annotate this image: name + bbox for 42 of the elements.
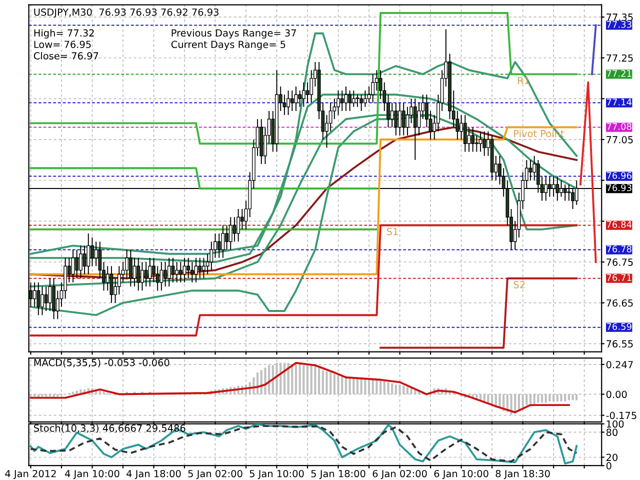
y-tick-label: 0.247 [606, 360, 633, 368]
x-tick-label: 5 Jan 02:00 [188, 470, 242, 480]
y-tick-label: 76.65 [606, 299, 633, 307]
annotation: Low= 76.95 [34, 40, 91, 48]
y-tick-label: 77.05 [606, 136, 633, 144]
x-tick-label: 6 Jan 10:00 [434, 470, 488, 480]
x-tick-label: 4 Jan 10:00 [65, 470, 120, 480]
x-tick-label: 8 Jan 18:30 [496, 470, 550, 480]
y-tick-label: 0.00 [606, 390, 627, 398]
ref-line-label: 76.84 [606, 221, 632, 228]
y-tick-label: 77.25 [606, 54, 633, 62]
y-tick-label: 77.35 [606, 14, 633, 21]
ref-line-label: 77.33 [606, 21, 632, 28]
chart-title: Stoch(10,3,3) 46,6667 29.5486 [34, 424, 186, 433]
ref-line-label: 76.93 [606, 184, 632, 192]
x-tick-label: 5 Jan 18:00 [311, 470, 366, 480]
annotation: Current Days Range= 5 [171, 40, 286, 50]
ref-line-label: 76.96 [606, 172, 632, 179]
y-tick-label: 0 [606, 462, 612, 470]
annotation: High= 77.32 [34, 29, 94, 38]
ref-line-label: 77.21 [606, 70, 632, 77]
y-tick-label: 100 [606, 420, 624, 428]
ref-line-label: 76.59 [606, 323, 632, 330]
x-tick-label: 6 Jan 02:00 [372, 470, 427, 480]
y-tick-label: 76.75 [606, 258, 633, 266]
series-label: S1 [386, 228, 398, 236]
chart-title: MACD(5,35,5) -0.053 -0.060 [34, 358, 170, 368]
ref-line-label: 77.08 [606, 123, 632, 130]
ref-line-label: 76.71 [606, 274, 632, 281]
y-tick-label: 76.55 [606, 340, 633, 348]
ref-line-label: 76.78 [606, 246, 632, 252]
y-tick-label: 80 [606, 428, 618, 436]
x-tick-label: 5 Jan 10:00 [250, 470, 304, 480]
ref-line-label: 77.14 [606, 98, 632, 106]
annotation: Close= 76.97 [34, 52, 98, 60]
x-tick-label: 4 Jan 2012 [5, 470, 56, 480]
annotation: Previous Days Range= 37 [172, 29, 296, 38]
y-tick-label: 20 [606, 454, 618, 462]
x-tick-label: 4 Jan 18:00 [126, 470, 181, 480]
series-label: S2 [514, 280, 525, 288]
chart-title: USDJPY,M30 76.93 76.93 76.92 76.93 [34, 8, 218, 18]
y-tick-label: -0.175 [606, 412, 636, 420]
